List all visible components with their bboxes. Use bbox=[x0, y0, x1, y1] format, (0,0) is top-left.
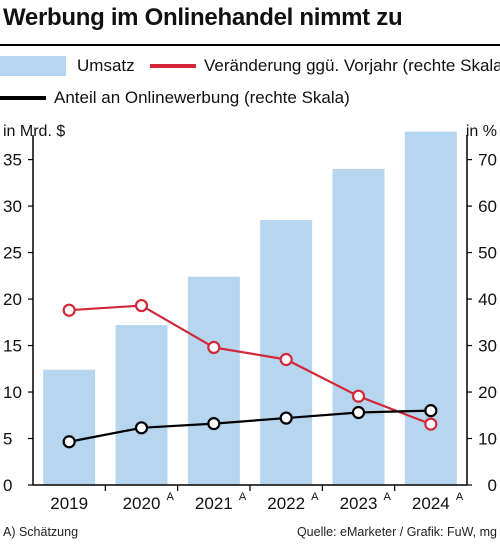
point-change-2023 bbox=[351, 389, 366, 403]
point-change-2021 bbox=[207, 340, 221, 354]
right-tick-label-0: 0 bbox=[488, 476, 497, 495]
x-tick-superscript-2023: A bbox=[384, 491, 392, 503]
footnote: A) Schätzung bbox=[3, 525, 79, 539]
point-share-2023 bbox=[351, 405, 366, 420]
left-axis-label: in Mrd. $ bbox=[3, 123, 65, 140]
bar-umsatz-2019 bbox=[43, 369, 96, 485]
legend-label-change: Veränderung ggü. Vorjahr (rechte Skala) bbox=[204, 56, 500, 75]
right-axis-label: in % bbox=[466, 123, 497, 140]
point-share-2019 bbox=[62, 435, 76, 449]
point-share-2021 bbox=[207, 417, 221, 431]
left-tick-label-35: 35 bbox=[3, 151, 22, 170]
legend-row-1: Umsatz Veränderung ggü. Vorjahr (rechte … bbox=[0, 54, 500, 78]
point-share-2022 bbox=[279, 411, 293, 425]
point-share-2020 bbox=[134, 421, 149, 435]
point-change-2024 bbox=[424, 417, 438, 431]
legend-swatch-change bbox=[150, 64, 196, 68]
chart-title: Werbung im Onlinehandel nimmt zu bbox=[3, 4, 403, 31]
x-tick-label-2024: 2024 bbox=[412, 494, 450, 513]
title-rule bbox=[0, 44, 500, 46]
bar-umsatz-2021 bbox=[187, 276, 240, 485]
line-share bbox=[68, 409, 431, 443]
x-tick-label-2021: 2021 bbox=[195, 494, 233, 513]
right-tick-label-70: 70 bbox=[478, 151, 497, 170]
right-tick-label-50: 50 bbox=[478, 244, 497, 263]
bar-umsatz-2023 bbox=[332, 168, 385, 485]
x-tick-label-2023: 2023 bbox=[340, 494, 378, 513]
left-tick-label-5: 5 bbox=[3, 430, 12, 449]
legend-swatch-share bbox=[0, 96, 46, 100]
bar-umsatz-2024 bbox=[404, 131, 457, 485]
point-share-2024 bbox=[424, 404, 438, 418]
x-tick-label-2022: 2022 bbox=[267, 494, 305, 513]
x-tick-label-2019: 2019 bbox=[50, 494, 88, 513]
source-credit: Quelle: eMarketer / Grafik: FuW, mg bbox=[296, 525, 497, 539]
x-tick-superscript-2022: A bbox=[311, 491, 319, 503]
point-change-2019 bbox=[62, 303, 76, 317]
x-tick-label-2020: 2020 bbox=[123, 494, 161, 513]
legend-row-2: Anteil an Onlinewerbung (rechte Skala) bbox=[0, 86, 500, 110]
left-tick-label-15: 15 bbox=[3, 337, 22, 356]
left-tick-label-25: 25 bbox=[3, 244, 22, 263]
legend-label-umsatz: Umsatz bbox=[77, 56, 135, 75]
legend-swatch-umsatz bbox=[0, 56, 66, 76]
right-tick-label-10: 10 bbox=[478, 430, 497, 449]
x-tick-superscript-2024: A bbox=[456, 491, 464, 503]
line-change bbox=[69, 304, 432, 426]
point-change-2022 bbox=[279, 352, 293, 367]
x-tick-superscript-2021: A bbox=[239, 491, 247, 503]
point-change-2020 bbox=[134, 298, 149, 313]
x-tick-superscript-2020: A bbox=[167, 491, 175, 503]
legend-label-share: Anteil an Onlinewerbung (rechte Skala) bbox=[54, 88, 350, 107]
right-tick-label-30: 30 bbox=[478, 337, 497, 356]
right-tick-label-20: 20 bbox=[478, 383, 497, 402]
right-tick-label-60: 60 bbox=[478, 197, 497, 216]
bar-umsatz-2022 bbox=[260, 220, 313, 485]
left-tick-label-20: 20 bbox=[3, 290, 22, 309]
left-tick-label-0: 0 bbox=[3, 476, 12, 495]
left-tick-label-30: 30 bbox=[3, 197, 22, 216]
right-tick-label-40: 40 bbox=[478, 290, 497, 309]
left-tick-label-10: 10 bbox=[3, 383, 22, 402]
bar-umsatz-2020 bbox=[115, 325, 168, 485]
chart-plot: in Mrd. $ in % 0 5 10 15 20 25 30 35 0 10 20 30 40 50… bbox=[3, 123, 497, 513]
